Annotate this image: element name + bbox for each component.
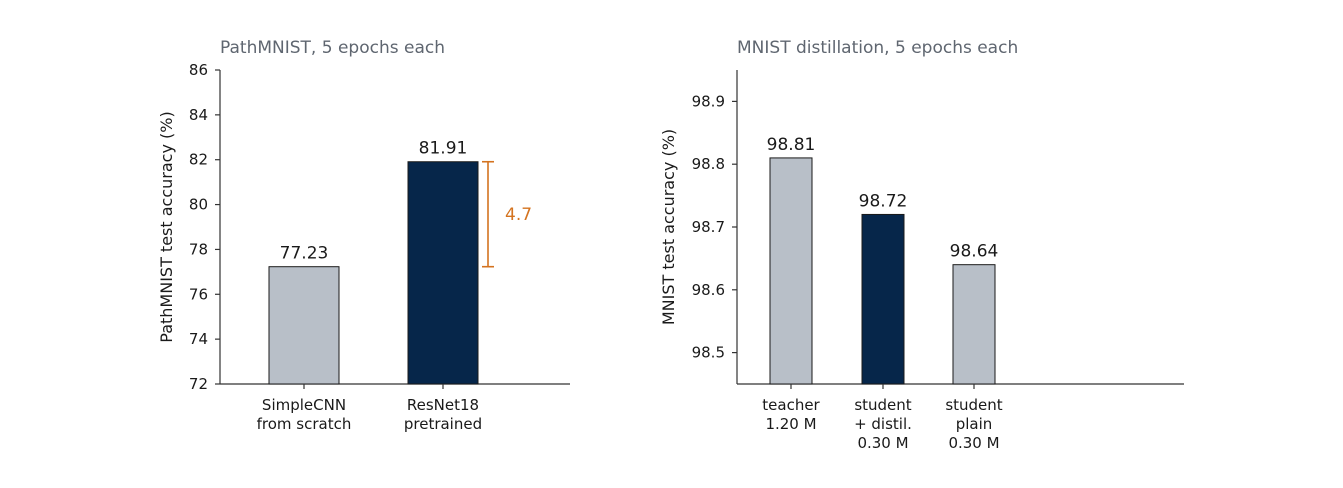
y-tick-label: 78: [189, 240, 208, 258]
y-tick-label: 98.8: [692, 155, 725, 173]
y-tick-label: 82: [189, 151, 208, 169]
bar-value-label: 98.64: [950, 242, 999, 262]
bar-value-label: 81.91: [419, 139, 468, 159]
x-tick-label: + distil.: [854, 415, 912, 433]
x-tick-label: 1.20 M: [765, 415, 816, 433]
x-tick-label: SimpleCNN: [262, 396, 346, 414]
x-tick-label: plain: [956, 415, 993, 433]
chart-mnist-distillation: MNIST distillation, 5 epochs each 98.5 98.…: [659, 38, 1184, 452]
chart-pathmnist: PathMNIST, 5 epochs each 72 74 76 78 80 82 84 86…: [157, 38, 570, 433]
bar: [861, 213, 905, 385]
y-tick-label: 76: [189, 285, 208, 303]
y-tick-label: 84: [189, 106, 208, 124]
bar: [407, 161, 479, 385]
x-tick-label: pretrained: [404, 415, 482, 433]
x-tick-label: student: [945, 396, 1002, 414]
y-tick-label: 98.7: [692, 218, 725, 236]
bar-value-label: 77.23: [280, 244, 329, 264]
x-tick-label: teacher: [762, 396, 820, 414]
y-tick-label: 80: [189, 196, 208, 214]
bar: [769, 157, 813, 385]
bar: [952, 264, 996, 385]
y-axis-label: PathMNIST test accuracy (%): [157, 111, 176, 342]
y-tick-label: 86: [189, 61, 208, 79]
x-tick-label: ResNet18: [407, 396, 479, 414]
y-tick-label: 98.5: [692, 344, 725, 362]
y-tick-label: 98.6: [692, 281, 725, 299]
x-tick-label: 0.30 M: [948, 434, 999, 452]
x-tick-label: from scratch: [257, 415, 352, 433]
chart-title: PathMNIST, 5 epochs each: [220, 38, 445, 58]
x-tick-label: student: [854, 396, 911, 414]
y-axis-label: MNIST test accuracy (%): [659, 129, 678, 325]
y-tick-label: 98.9: [692, 92, 725, 110]
bar-value-label: 98.72: [859, 191, 908, 211]
bar: [268, 266, 340, 385]
x-tick-label: 0.30 M: [857, 434, 908, 452]
chart-title: MNIST distillation, 5 epochs each: [737, 38, 1018, 58]
y-tick-label: 72: [189, 375, 208, 393]
difference-annotation: 4.7: [505, 205, 532, 225]
bar-value-label: 98.81: [767, 135, 816, 155]
y-tick-label: 74: [189, 330, 208, 348]
